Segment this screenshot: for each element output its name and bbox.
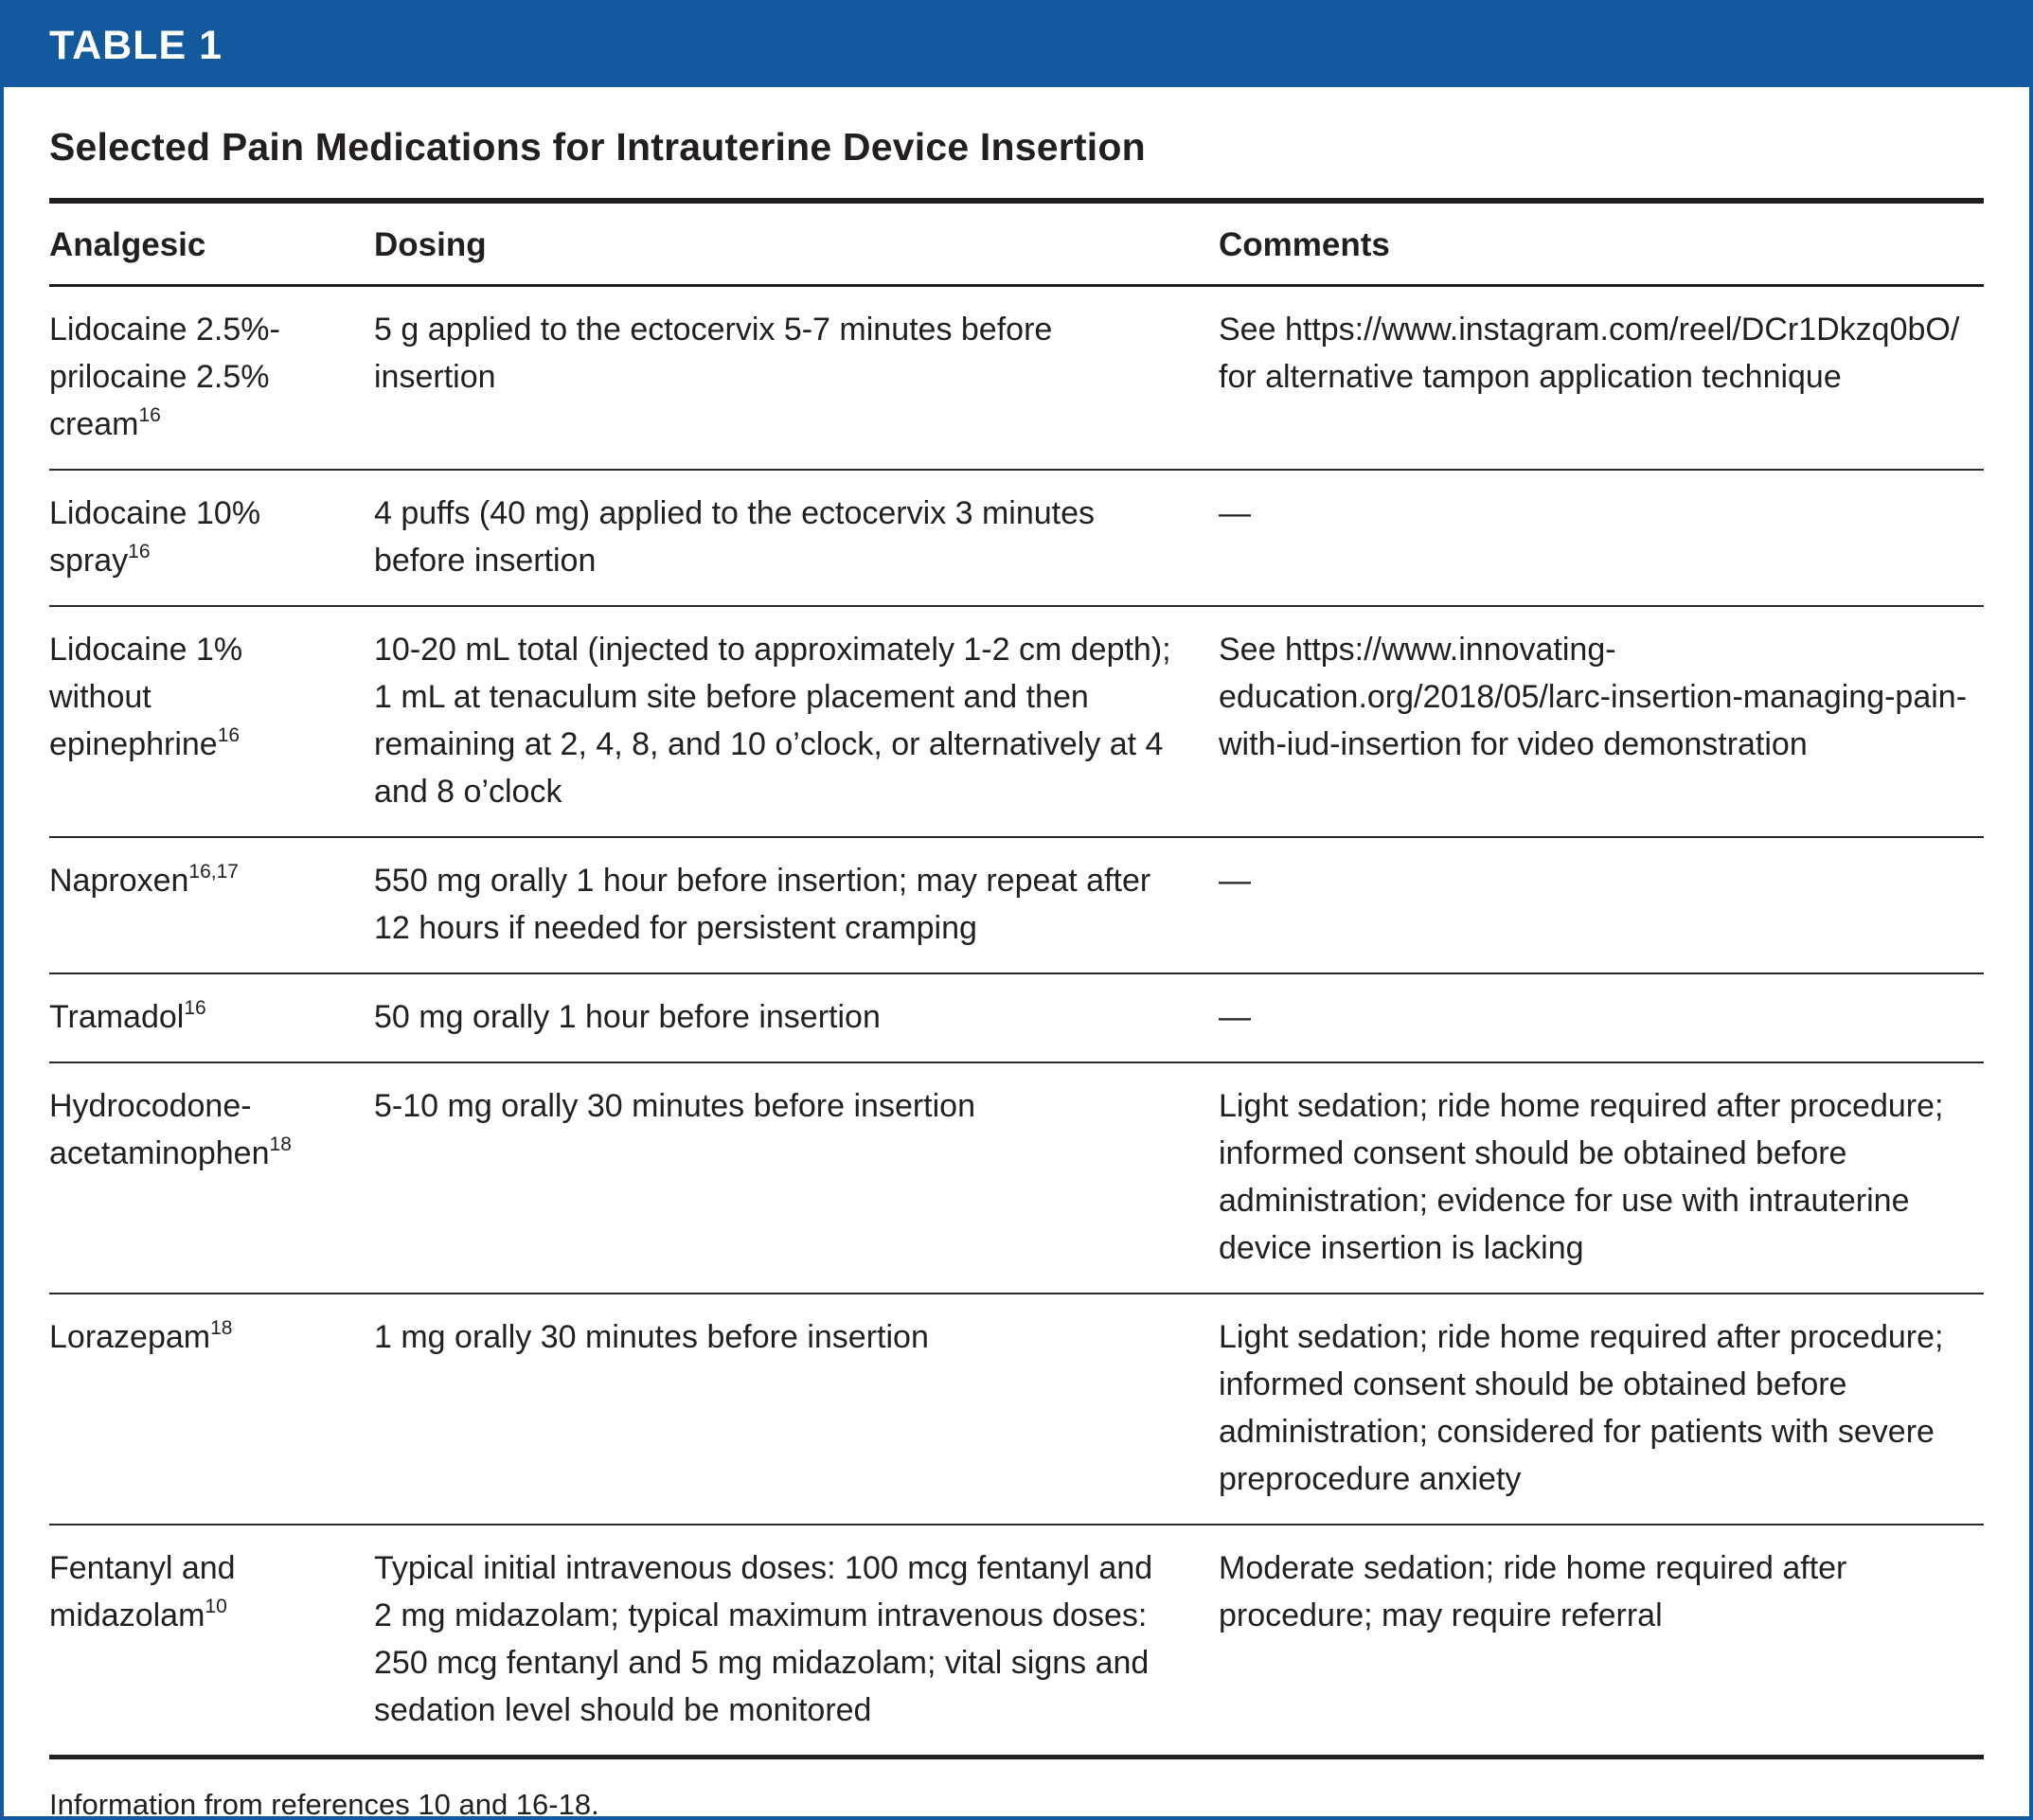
analgesic-name: Lidocaine 2.5%-prilocaine 2.5% cream [49, 312, 280, 442]
analgesic-name: Lidocaine 10% spray [49, 495, 261, 579]
column-header-dosing: Dosing [374, 226, 487, 263]
reference-superscript: 10 [205, 1596, 227, 1617]
reference-superscript: 16 [138, 404, 161, 426]
comments-cell: Light sedation; ride home required after… [1219, 1319, 1944, 1497]
analgesic-cell: Fentanyl and midazolam10 [49, 1544, 374, 1734]
comments-cell: — [1219, 495, 1251, 531]
comments-cell: See https://www.innovating-education.org… [1219, 632, 1968, 762]
table-label: TABLE 1 [49, 22, 223, 68]
analgesic-name: Fentanyl and midazolam [49, 1550, 236, 1633]
table-row: Fentanyl and midazolam10 Typical initial… [49, 1526, 1984, 1759]
table-content: Selected Pain Medications for Intrauteri… [4, 87, 2029, 1820]
table-row: Tramadol16 50 mg orally 1 hour before in… [49, 974, 1984, 1063]
table-row: Lorazepam18 1 mg orally 30 minutes befor… [49, 1294, 1984, 1526]
comments-cell: Light sedation; ride home required after… [1219, 1088, 1944, 1266]
table-row: Naproxen16,17 550 mg orally 1 hour befor… [49, 838, 1984, 974]
table-row: Lidocaine 10% spray16 4 puffs (40 mg) ap… [49, 471, 1984, 607]
dosing-cell: 10-20 mL total (injected to approximatel… [374, 632, 1171, 810]
analgesic-name: Lidocaine 1% without epinephrine [49, 632, 243, 762]
table-title: Selected Pain Medications for Intrauteri… [49, 87, 1984, 204]
table-row: Lidocaine 2.5%-prilocaine 2.5% cream16 5… [49, 287, 1984, 471]
table-row: Hydrocodone-acetaminophen18 5-10 mg oral… [49, 1063, 1984, 1294]
analgesic-cell: Tramadol16 [49, 993, 374, 1041]
analgesic-name: Lorazepam [49, 1319, 211, 1355]
comments-cell: See https://www.instagram.com/reel/DCr1D… [1219, 312, 1960, 395]
dosing-cell: 5 g applied to the ectocervix 5-7 minute… [374, 312, 1053, 395]
analgesic-name: Hydrocodone-acetaminophen [49, 1088, 270, 1171]
dosing-cell: 1 mg orally 30 minutes before insertion [374, 1319, 929, 1355]
reference-superscript: 18 [269, 1133, 292, 1155]
reference-superscript: 16 [128, 541, 151, 562]
dosing-cell: 4 puffs (40 mg) applied to the ectocervi… [374, 495, 1095, 579]
dosing-cell: 550 mg orally 1 hour before insertion; m… [374, 863, 1151, 946]
reference-superscript: 16,17 [188, 861, 239, 883]
table-header-row: Analgesic Dosing Comments [49, 204, 1984, 287]
analgesic-cell: Hydrocodone-acetaminophen18 [49, 1082, 374, 1272]
dosing-cell: 50 mg orally 1 hour before insertion [374, 999, 881, 1035]
column-header-comments: Comments [1219, 226, 1390, 263]
comments-cell: Moderate sedation; ride home required af… [1219, 1550, 1847, 1633]
analgesic-cell: Lorazepam18 [49, 1313, 374, 1503]
analgesic-cell: Lidocaine 10% spray16 [49, 490, 374, 584]
analgesic-name: Naproxen [49, 863, 189, 899]
analgesic-cell: Naproxen16,17 [49, 857, 374, 952]
comments-cell: — [1219, 999, 1251, 1035]
column-header-analgesic: Analgesic [49, 226, 206, 263]
dosing-cell: 5-10 mg orally 30 minutes before inserti… [374, 1088, 975, 1124]
table-label-band: TABLE 1 [4, 4, 2029, 87]
reference-superscript: 16 [217, 724, 241, 746]
table-footnote: Information from references 10 and 16-18… [49, 1788, 599, 1820]
analgesic-cell: Lidocaine 2.5%-prilocaine 2.5% cream16 [49, 306, 374, 448]
comments-cell: — [1219, 863, 1251, 899]
analgesic-cell: Lidocaine 1% without epinephrine16 [49, 626, 374, 815]
reference-superscript: 16 [184, 997, 206, 1019]
table-row: Lidocaine 1% without epinephrine16 10-20… [49, 607, 1984, 838]
analgesic-name: Tramadol [49, 999, 185, 1035]
dosing-cell: Typical initial intravenous doses: 100 m… [374, 1550, 1153, 1728]
reference-superscript: 18 [210, 1317, 233, 1339]
